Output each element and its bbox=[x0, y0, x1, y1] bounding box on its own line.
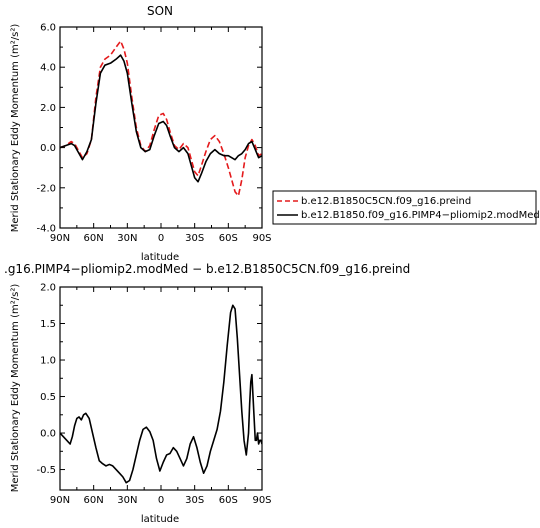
top-chart-title: SON bbox=[147, 4, 173, 18]
x-tick-label: 30N bbox=[117, 495, 137, 506]
y-tick-label: 0.5 bbox=[40, 392, 56, 403]
x-tick-label: 0 bbox=[158, 233, 164, 244]
bottom-chart-title: .g16.PIMP4−pliomip2.modMed − b.e12.B1850… bbox=[4, 262, 410, 276]
series-line-0 bbox=[60, 40, 262, 197]
x-tick-label: 60S bbox=[219, 233, 238, 244]
x-tick-label: 90N bbox=[50, 233, 70, 244]
plot-frame bbox=[59, 26, 263, 229]
y-tick-label: 0.0 bbox=[40, 143, 56, 154]
legend-entry-pliomip: b.e12.B1850.f09_g16.PIMP4−pliomip2.modMe… bbox=[301, 210, 540, 221]
y-tick-label: -0.5 bbox=[36, 465, 56, 476]
x-tick-label: 90N bbox=[50, 495, 70, 506]
y-tick-label: 6.0 bbox=[40, 23, 56, 34]
y-tick-label: -2.0 bbox=[36, 183, 56, 194]
y-tick-label: -4.0 bbox=[36, 224, 56, 235]
y-tick-label: 1.0 bbox=[40, 356, 56, 367]
legend-box bbox=[272, 190, 537, 225]
bottom-panel: .g16.PIMP4−pliomip2.modMed − b.e12.B1850… bbox=[4, 262, 410, 525]
x-tick-label: 60S bbox=[219, 495, 238, 506]
bottom-x-axis-label: latitude bbox=[141, 514, 179, 525]
bottom-plot-area: 2.0 1.5 1.0 0.5 0.0 -0.5 90N 60N 30N 0 30S 60S 90S bbox=[36, 283, 271, 507]
x-tick-label: 60N bbox=[84, 495, 104, 506]
x-tick-label: 90S bbox=[252, 495, 271, 506]
y-tick-label: 2.0 bbox=[40, 103, 56, 114]
y-tick-label: 2.0 bbox=[40, 283, 56, 294]
x-tick-label: 0 bbox=[158, 495, 164, 506]
y-tick-label: 1.5 bbox=[40, 319, 56, 330]
x-tick-label: 30N bbox=[117, 233, 137, 244]
x-tick-label: 90S bbox=[252, 233, 271, 244]
x-tick-label: 60N bbox=[84, 233, 104, 244]
bottom-y-axis-label: Merid Stationary Eddy Momentum (m²/s²) bbox=[10, 284, 21, 493]
y-tick-label: 0.0 bbox=[40, 429, 56, 440]
x-tick-label: 30S bbox=[185, 495, 204, 506]
legend-entry-preind: b.e12.B1850C5CN.f09_g16.preind bbox=[301, 196, 471, 207]
series-line-1 bbox=[60, 54, 262, 183]
plot-frame bbox=[59, 286, 263, 491]
legend: b.e12.B1850C5CN.f09_g16.preind b.e12.B18… bbox=[272, 190, 540, 225]
x-tick-label: 30S bbox=[185, 233, 204, 244]
top-y-axis-label: Merid Stationary Eddy Momentum (m²/s²) bbox=[10, 24, 21, 233]
series-line-0 bbox=[60, 304, 262, 484]
y-tick-label: 4.0 bbox=[40, 63, 56, 74]
top-x-axis-label: latitude bbox=[141, 252, 179, 263]
